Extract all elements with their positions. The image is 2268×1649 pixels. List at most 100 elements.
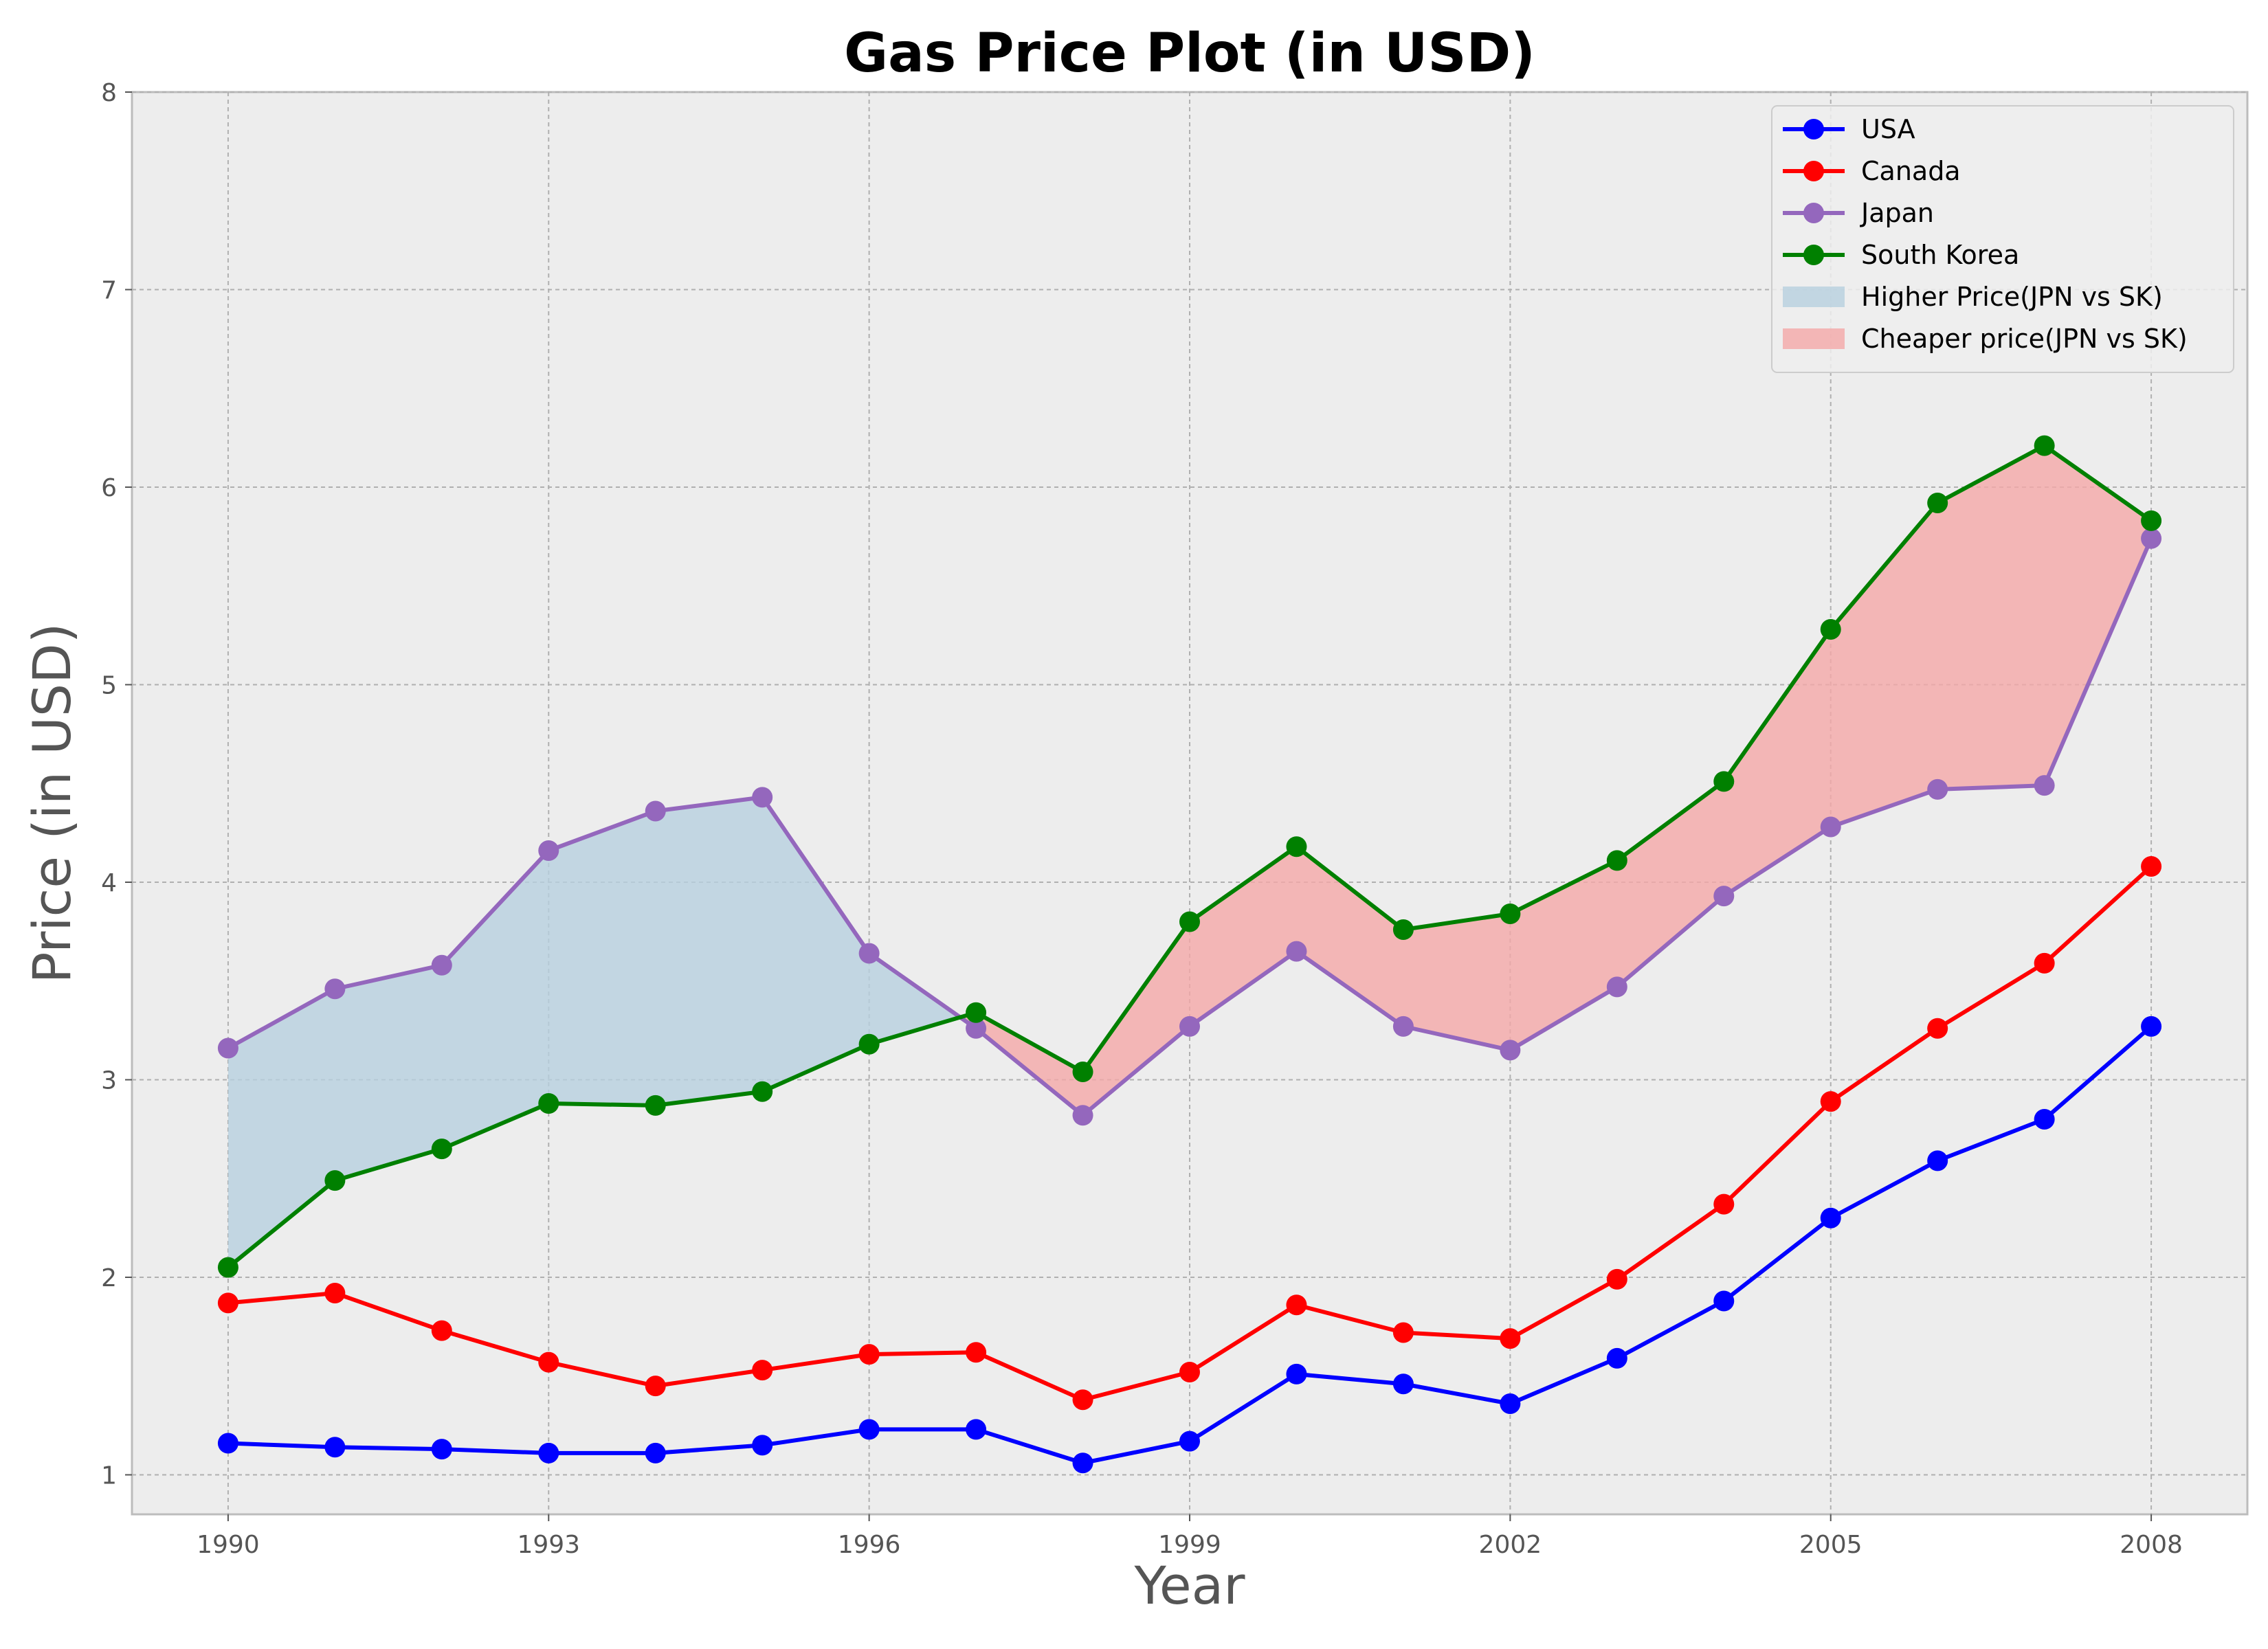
fill-areas xyxy=(227,445,2152,1268)
data-point-south-korea xyxy=(1286,836,1307,857)
y-tick-label: 4 xyxy=(101,869,117,897)
data-point-south-korea xyxy=(1820,619,1841,640)
data-point-usa xyxy=(1392,1373,1414,1395)
data-point-japan xyxy=(431,954,452,976)
legend-patch-swatch xyxy=(1783,287,1845,307)
data-point-japan xyxy=(2141,528,2162,549)
data-point-japan xyxy=(752,787,773,808)
data-point-canada xyxy=(1713,1193,1735,1215)
legend-marker xyxy=(1803,245,1824,265)
data-point-usa xyxy=(324,1437,346,1458)
x-tick-label: 2002 xyxy=(1479,1531,1542,1559)
data-point-south-korea xyxy=(2141,510,2162,531)
legend-marker xyxy=(1803,119,1824,139)
data-point-japan xyxy=(645,800,666,822)
data-point-usa xyxy=(1713,1290,1735,1312)
data-point-canada xyxy=(538,1351,559,1373)
data-point-japan xyxy=(1927,778,1948,800)
data-point-canada xyxy=(431,1320,452,1341)
data-point-usa xyxy=(966,1419,987,1440)
x-tick-label: 2005 xyxy=(1799,1531,1863,1559)
legend-marker xyxy=(1803,203,1824,223)
data-point-japan xyxy=(1820,816,1841,838)
y-tick-label: 1 xyxy=(101,1462,117,1490)
legend-label: South Korea xyxy=(1861,240,2019,270)
data-point-south-korea xyxy=(1072,1062,1093,1082)
data-point-canada xyxy=(2141,856,2162,877)
y-tick-label: 8 xyxy=(101,79,117,107)
data-point-usa xyxy=(1927,1150,1948,1171)
y-tick-label: 2 xyxy=(101,1264,117,1292)
legend-label: Cheaper price(JPN vs SK) xyxy=(1861,324,2188,354)
legend-box xyxy=(1771,105,2234,373)
data-point-canada xyxy=(1392,1322,1414,1343)
data-point-canada xyxy=(966,1342,987,1363)
data-point-usa xyxy=(858,1419,880,1440)
x-tick-label: 1993 xyxy=(517,1531,580,1559)
x-tick-label: 1990 xyxy=(197,1531,260,1559)
data-point-south-korea xyxy=(217,1257,238,1278)
data-point-usa xyxy=(1606,1347,1627,1369)
data-point-canada xyxy=(1606,1268,1627,1290)
data-point-south-korea xyxy=(538,1093,559,1114)
chart-title: Gas Price Plot (in USD) xyxy=(844,23,1535,85)
x-axis-label: Year xyxy=(1134,1555,1246,1616)
data-point-japan xyxy=(1286,941,1307,962)
data-point-canada xyxy=(2034,952,2055,974)
y-tick-label: 6 xyxy=(101,474,117,502)
legend: USA Canada Japan South Korea Higher Price(JP… xyxy=(1771,105,2234,373)
data-point-usa xyxy=(752,1435,773,1456)
data-point-south-korea xyxy=(1500,904,1521,924)
data-point-canada xyxy=(752,1360,773,1381)
x-tick-label: 1996 xyxy=(838,1531,901,1559)
data-point-japan xyxy=(858,943,880,964)
data-point-usa xyxy=(1286,1363,1307,1384)
data-point-canada xyxy=(1286,1294,1307,1316)
data-point-canada xyxy=(1072,1389,1093,1411)
data-point-usa xyxy=(645,1442,666,1463)
data-point-usa xyxy=(217,1433,238,1454)
y-tick-label: 3 xyxy=(101,1067,117,1095)
legend-label: USA xyxy=(1861,114,1915,144)
data-point-south-korea xyxy=(858,1033,880,1055)
data-point-canada xyxy=(324,1283,346,1303)
ticks: 1990 1993 1996 1999 2002 2005 2008 1 2 3 4 5 6 7 8 xyxy=(101,79,2183,1559)
data-point-south-korea xyxy=(1713,771,1735,792)
fill-area-cheaper-price xyxy=(960,445,2152,1116)
data-point-japan xyxy=(324,978,346,1000)
data-point-japan xyxy=(538,840,559,861)
data-point-south-korea xyxy=(1392,919,1414,940)
data-point-japan xyxy=(1392,1016,1414,1037)
data-point-south-korea xyxy=(2034,435,2055,456)
data-point-canada xyxy=(1179,1362,1200,1382)
data-point-japan xyxy=(1179,1016,1200,1037)
data-point-usa xyxy=(431,1439,452,1460)
data-point-canada xyxy=(1820,1091,1841,1112)
legend-patch-swatch xyxy=(1783,328,1845,349)
x-tick-label: 1999 xyxy=(1158,1531,1221,1559)
data-point-usa xyxy=(1179,1431,1200,1452)
data-point-canada xyxy=(645,1376,666,1397)
data-point-usa xyxy=(538,1442,559,1463)
series-lines xyxy=(217,435,2162,1474)
data-point-south-korea xyxy=(1179,911,1200,932)
fill-area-higher-price xyxy=(227,797,961,1268)
data-point-south-korea xyxy=(966,1002,987,1023)
data-point-usa xyxy=(2141,1016,2162,1037)
data-point-japan xyxy=(966,1018,987,1039)
data-point-canada xyxy=(1927,1018,1948,1039)
data-point-south-korea xyxy=(431,1138,452,1160)
y-axis-label: Price (in USD) xyxy=(21,623,82,984)
y-tick-label: 7 xyxy=(101,277,117,305)
data-point-usa xyxy=(1072,1452,1093,1474)
data-point-south-korea xyxy=(1606,850,1627,871)
y-tick-label: 5 xyxy=(101,672,117,700)
data-point-japan xyxy=(1713,886,1735,907)
data-point-japan xyxy=(1500,1040,1521,1061)
data-point-south-korea xyxy=(324,1170,346,1191)
data-point-usa xyxy=(1820,1207,1841,1229)
data-point-japan xyxy=(1072,1105,1093,1126)
data-point-south-korea xyxy=(1927,493,1948,513)
legend-label: Canada xyxy=(1861,156,1961,186)
